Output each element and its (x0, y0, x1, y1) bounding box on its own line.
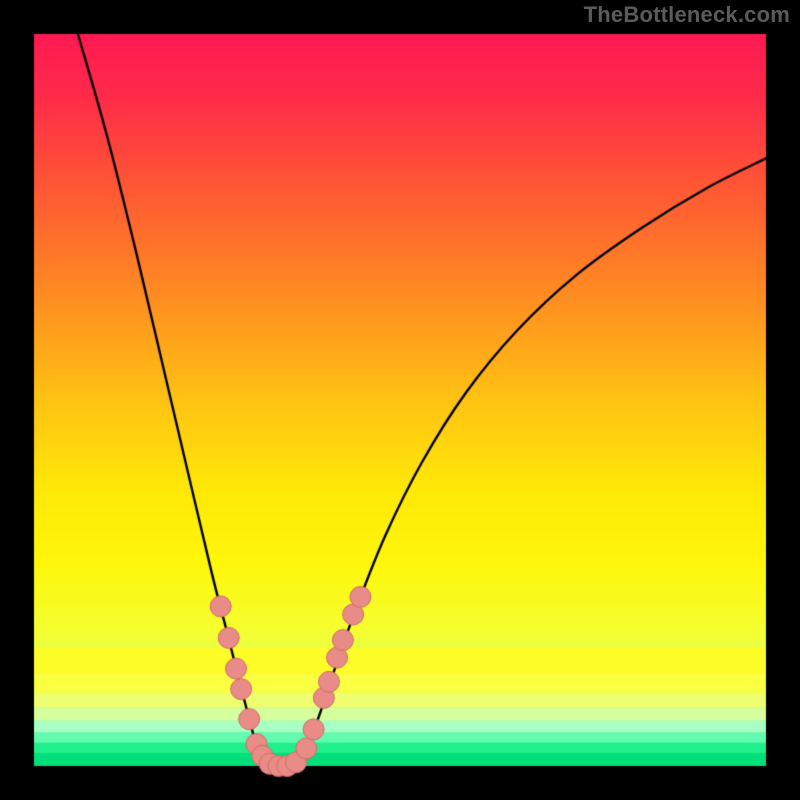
watermark-label: TheBottleneck.com (584, 2, 790, 28)
bottleneck-curve-chart (0, 0, 800, 800)
chart-stage: TheBottleneck.com (0, 0, 800, 800)
